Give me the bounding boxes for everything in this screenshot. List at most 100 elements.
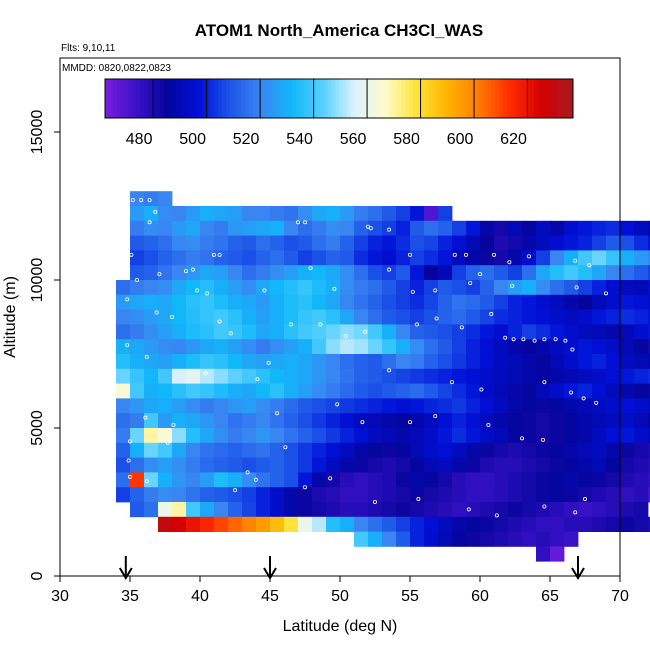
heatmap-cell (368, 502, 383, 518)
heatmap-cell (550, 546, 565, 562)
heatmap-cell (116, 428, 131, 444)
heatmap-cell (648, 457, 650, 473)
heatmap-cell (424, 442, 439, 458)
heatmap-cell (312, 250, 327, 266)
heatmap-cell (368, 487, 383, 503)
heatmap-cell (186, 442, 201, 458)
heatmap-cell (200, 398, 215, 414)
heatmap-cell (130, 368, 145, 384)
heatmap-cell (536, 235, 551, 251)
colorbar-tick-label: 500 (179, 131, 206, 148)
heatmap-cell (242, 368, 257, 384)
heatmap-cell (466, 235, 481, 251)
heatmap-cell (410, 502, 425, 518)
heatmap-cell (144, 472, 159, 488)
colorbar-segment (214, 79, 219, 118)
heatmap-cell (606, 250, 621, 266)
heatmap-cell (452, 250, 467, 266)
heatmap-cell (298, 472, 313, 488)
heatmap-cell (186, 280, 201, 296)
colorbar-segment (479, 79, 484, 118)
heatmap-cell (242, 502, 257, 518)
heatmap-cell (438, 354, 453, 370)
heatmap-cell (452, 354, 467, 370)
heatmap-cell (158, 383, 173, 399)
heatmap-cell (396, 502, 411, 518)
heatmap-cell (452, 472, 467, 488)
colorbar-segment (541, 79, 547, 118)
heatmap-cell (382, 383, 397, 399)
sample-point (542, 504, 547, 509)
heatmap-cell (298, 324, 313, 340)
heatmap-cell (410, 309, 425, 325)
heatmap-cell (270, 339, 285, 355)
heatmap-cell (354, 309, 369, 325)
heatmap-cell (340, 280, 355, 296)
heatmap-cell (424, 531, 439, 547)
heatmap-cell (158, 457, 173, 473)
heatmap-cell (466, 487, 481, 503)
sample-point (302, 220, 307, 225)
heatmap-cell (158, 487, 173, 503)
heatmap-cell (480, 220, 495, 236)
flight-arrow (263, 556, 277, 580)
heatmap-cell (326, 487, 341, 503)
heatmap-cell (536, 502, 551, 518)
heatmap-cell (508, 472, 523, 488)
heatmap-cell (312, 398, 327, 414)
heatmap-cell (228, 250, 243, 266)
heatmap-cell (396, 354, 411, 370)
heatmap-cell (368, 250, 383, 266)
heatmap-cell (480, 487, 495, 503)
heatmap-cell (592, 250, 607, 266)
heatmap-cell (256, 457, 271, 473)
heatmap-cell (536, 250, 551, 266)
heatmap-cell (606, 368, 621, 384)
heatmap-cell (466, 324, 481, 340)
sample-point (466, 507, 471, 512)
heatmap-cell (172, 309, 187, 325)
heatmap-cell (648, 413, 650, 429)
colorbar-segment (218, 79, 223, 118)
heatmap-cell (494, 220, 509, 236)
heatmap-cell (620, 472, 635, 488)
sample-point (410, 289, 415, 294)
heatmap-cell (368, 472, 383, 488)
heatmap-cell (480, 339, 495, 355)
heatmap-cell (466, 294, 481, 310)
heatmap-cell (284, 354, 299, 370)
heatmap-cell (298, 235, 313, 251)
heatmap-cell (410, 487, 425, 503)
heatmap-cell (494, 280, 509, 296)
heatmap-cell (522, 265, 537, 281)
heatmap-cell (522, 472, 537, 488)
heatmap-cell (620, 280, 635, 296)
heatmap-cell (144, 457, 159, 473)
colorbar-segment (381, 79, 387, 118)
heatmap-cell (620, 339, 635, 355)
heatmap-cell (116, 354, 131, 370)
heatmap-cell (438, 206, 453, 222)
heatmap-cell (284, 413, 299, 429)
heatmap-cell (466, 280, 481, 296)
x-axis: 30 35 40 45 50 55 60 65 70 (51, 576, 629, 605)
sample-point (521, 337, 526, 342)
colorbar-segment (288, 79, 293, 118)
heatmap-cell (242, 339, 257, 355)
heatmap-cell (144, 354, 159, 370)
heatmap-cell (312, 413, 327, 429)
heatmap-cell (242, 457, 257, 473)
heatmap-cell (298, 487, 313, 503)
heatmap-cell (256, 280, 271, 296)
sample-point (468, 280, 473, 285)
heatmap-cell (340, 294, 355, 310)
colorbar-segment (537, 79, 543, 118)
heatmap-cell (522, 235, 537, 251)
sample-point (318, 322, 323, 327)
heatmap-cell (480, 235, 495, 251)
heatmap-cell (494, 457, 509, 473)
heatmap-cell (228, 398, 243, 414)
heatmap-cell (452, 235, 467, 251)
sample-point (541, 437, 546, 442)
heatmap-cell (438, 457, 453, 473)
